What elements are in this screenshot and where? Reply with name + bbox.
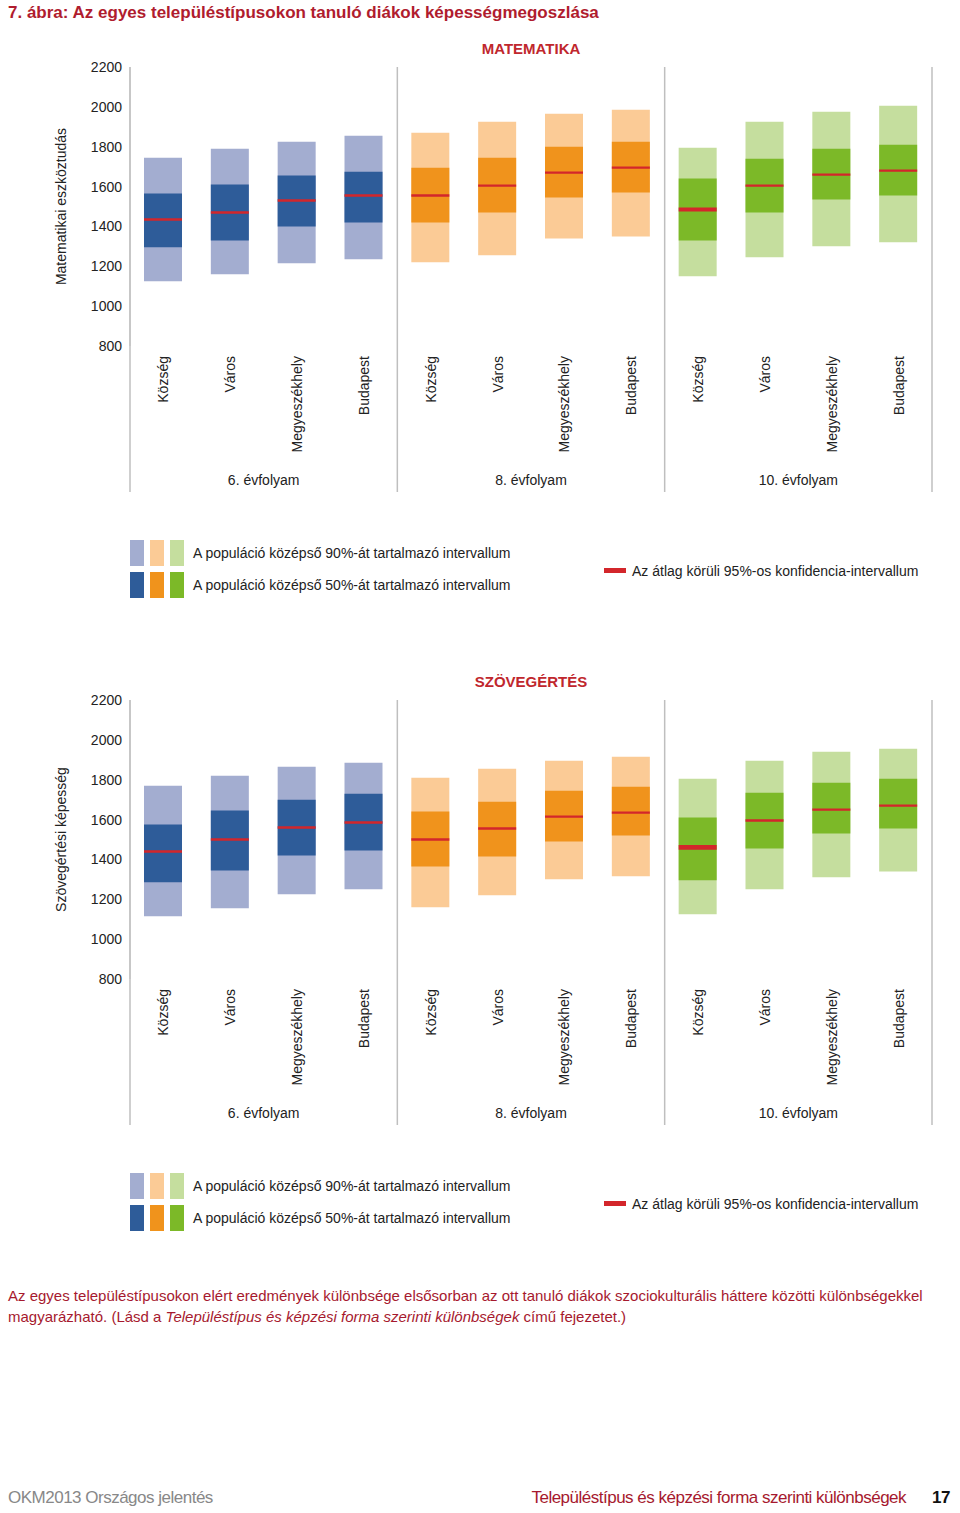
svg-text:Budapest: Budapest xyxy=(356,989,372,1048)
svg-text:Község: Község xyxy=(155,989,171,1036)
svg-text:6. évfolyam: 6. évfolyam xyxy=(228,1105,300,1121)
svg-text:800: 800 xyxy=(99,971,123,987)
svg-text:8. évfolyam: 8. évfolyam xyxy=(495,472,567,488)
svg-text:Város: Város xyxy=(222,356,238,393)
svg-text:A populáció középső 50%-át tar: A populáció középső 50%-át tartalmazó in… xyxy=(193,577,511,593)
html-text:OKM2013 Országos jelentés: OKM2013 Országos jelentés xyxy=(8,1488,213,1507)
svg-text:2000: 2000 xyxy=(91,732,122,748)
svg-text:10. évfolyam: 10. évfolyam xyxy=(759,472,838,488)
svg-text:Község: Község xyxy=(690,989,706,1036)
svg-text:Megyeszékhely: Megyeszékhely xyxy=(556,356,572,453)
svg-text:MATEMATIKA: MATEMATIKA xyxy=(482,40,581,57)
svg-text:1600: 1600 xyxy=(91,179,122,195)
svg-text:1400: 1400 xyxy=(91,851,122,867)
svg-text:Budapest: Budapest xyxy=(891,356,907,415)
svg-text:Város: Város xyxy=(757,356,773,393)
svg-text:Község: Község xyxy=(423,356,439,403)
svg-text:SZÖVEGÉRTÉS: SZÖVEGÉRTÉS xyxy=(475,673,588,690)
svg-text:Megyeszékhely: Megyeszékhely xyxy=(824,356,840,453)
svg-text:Község: Község xyxy=(155,356,171,403)
svg-text:Szövegértési képesség: Szövegértési képesség xyxy=(53,767,69,912)
svg-text:10. évfolyam: 10. évfolyam xyxy=(759,1105,838,1121)
svg-text:1000: 1000 xyxy=(91,931,122,947)
svg-text:2200: 2200 xyxy=(91,59,122,75)
html-text:Az egyes településtípusokon el: Az egyes településtípusokon elért eredmé… xyxy=(8,1287,923,1325)
svg-text:Megyeszékhely: Megyeszékhely xyxy=(289,356,305,453)
svg-text:1200: 1200 xyxy=(91,891,122,907)
svg-text:6. évfolyam: 6. évfolyam xyxy=(228,472,300,488)
html-text:17: 17 xyxy=(932,1488,950,1507)
svg-text:Budapest: Budapest xyxy=(623,356,639,415)
svg-text:Az átlag körüli 95%-os konfide: Az átlag körüli 95%-os konfidencia-inter… xyxy=(632,1196,918,1212)
svg-text:2000: 2000 xyxy=(91,99,122,115)
svg-text:Az átlag körüli 95%-os konfide: Az átlag körüli 95%-os konfidencia-inter… xyxy=(632,563,918,579)
svg-text:Község: Község xyxy=(690,356,706,403)
svg-text:A populáció középső 50%-át tar: A populáció középső 50%-át tartalmazó in… xyxy=(193,1210,511,1226)
svg-text:Város: Város xyxy=(757,989,773,1026)
svg-text:1800: 1800 xyxy=(91,139,122,155)
svg-text:1000: 1000 xyxy=(91,298,122,314)
svg-text:Budapest: Budapest xyxy=(356,356,372,415)
svg-text:1200: 1200 xyxy=(91,258,122,274)
svg-text:A populáció középső 90%-át tar: A populáció középső 90%-át tartalmazó in… xyxy=(193,545,511,561)
svg-text:Matematikai eszköztudás: Matematikai eszköztudás xyxy=(53,128,69,285)
svg-text:Város: Város xyxy=(222,989,238,1026)
svg-text:2200: 2200 xyxy=(91,692,122,708)
svg-text:A populáció középső 90%-át tar: A populáció középső 90%-át tartalmazó in… xyxy=(193,1178,511,1194)
svg-text:1800: 1800 xyxy=(91,772,122,788)
svg-text:Budapest: Budapest xyxy=(623,989,639,1048)
html-text:Településtípus és képzési form: Településtípus és képzési forma szerinti… xyxy=(531,1488,907,1507)
svg-text:Város: Város xyxy=(490,989,506,1026)
html-text:7. ábra: Az egyes településtíp: 7. ábra: Az egyes településtípusokon tan… xyxy=(8,3,599,22)
svg-text:800: 800 xyxy=(99,338,123,354)
svg-text:1400: 1400 xyxy=(91,218,122,234)
svg-text:Megyeszékhely: Megyeszékhely xyxy=(556,989,572,1086)
svg-text:Megyeszékhely: Megyeszékhely xyxy=(824,989,840,1086)
svg-text:Község: Község xyxy=(423,989,439,1036)
svg-text:8. évfolyam: 8. évfolyam xyxy=(495,1105,567,1121)
svg-text:1600: 1600 xyxy=(91,812,122,828)
svg-text:Város: Város xyxy=(490,356,506,393)
svg-text:Budapest: Budapest xyxy=(891,989,907,1048)
svg-text:Megyeszékhely: Megyeszékhely xyxy=(289,989,305,1086)
